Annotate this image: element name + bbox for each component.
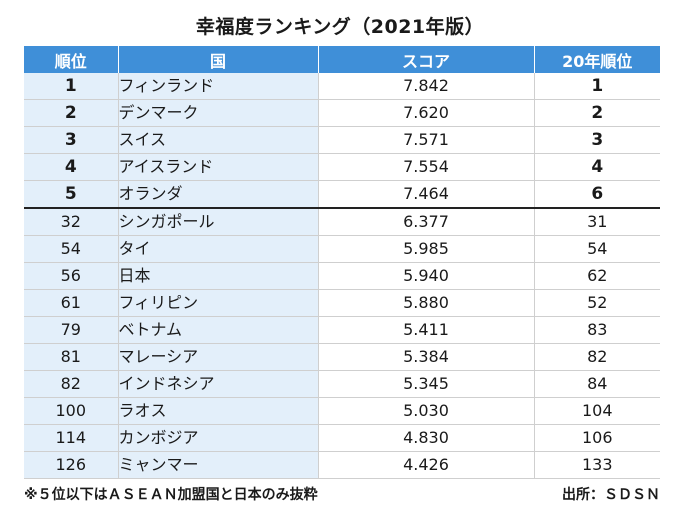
table-row: 81 マレーシア 5.384 82	[24, 343, 660, 371]
score-cell: 5.940	[317, 262, 534, 290]
table-row: 82 インドネシア 5.345 84	[24, 370, 660, 398]
header-score: スコア	[317, 46, 534, 73]
country-cell: カンボジア	[117, 424, 318, 452]
previous-rank-cell: 104	[533, 397, 660, 425]
table-row: 61 フィリピン 5.880 52	[24, 289, 660, 317]
score-cell: 5.345	[317, 370, 534, 398]
country-cell: スイス	[117, 126, 318, 154]
score-cell: 5.411	[317, 316, 534, 344]
country-cell: アイスランド	[117, 153, 318, 181]
rank-cell: 126	[24, 451, 118, 479]
score-cell: 7.842	[317, 73, 534, 100]
source-credit: 出所：ＳＤＳＮ	[562, 487, 660, 503]
table-row: 126 ミャンマー 4.426 133	[24, 451, 660, 479]
previous-rank-cell: 62	[533, 262, 660, 290]
table-title: 幸福度ランキング（2021年版）	[195, 16, 485, 38]
table-row: 114 カンボジア 4.830 106	[24, 424, 660, 452]
country-cell: デンマーク	[117, 99, 318, 127]
country-cell: ベトナム	[117, 316, 318, 344]
header-country: 国	[117, 46, 318, 73]
table-row: 100 ラオス 5.030 104	[24, 397, 660, 425]
country-cell: オランダ	[117, 180, 318, 209]
rank-cell: 114	[24, 424, 118, 452]
score-cell: 5.384	[317, 343, 534, 371]
table-row: 54 タイ 5.985 54	[24, 235, 660, 263]
country-cell: 日本	[117, 262, 318, 290]
country-cell: シンガポール	[117, 208, 318, 236]
rank-cell: 2	[24, 99, 118, 127]
table-row: 4 アイスランド 7.554 4	[24, 153, 660, 181]
country-cell: フィンランド	[117, 73, 318, 100]
country-cell: タイ	[117, 235, 318, 263]
score-cell: 5.880	[317, 289, 534, 317]
table-row: 1 フィンランド 7.842 1	[24, 73, 660, 100]
previous-rank-cell: 31	[533, 208, 660, 236]
rank-cell: 56	[24, 262, 118, 290]
rank-cell: 4	[24, 153, 118, 181]
header-rank: 順位	[24, 46, 118, 73]
table-row: 32 シンガポール 6.377 31	[24, 208, 660, 236]
country-cell: ラオス	[117, 397, 318, 425]
country-cell: ミャンマー	[117, 451, 318, 479]
rank-cell: 3	[24, 126, 118, 154]
previous-rank-cell: 106	[533, 424, 660, 452]
country-cell: マレーシア	[117, 343, 318, 371]
country-cell: インドネシア	[117, 370, 318, 398]
previous-rank-cell: 54	[533, 235, 660, 263]
previous-rank-cell: 84	[533, 370, 660, 398]
score-cell: 5.030	[317, 397, 534, 425]
previous-rank-cell: 4	[533, 153, 660, 181]
previous-rank-cell: 2	[533, 99, 660, 127]
score-cell: 6.377	[317, 208, 534, 236]
previous-rank-cell: 133	[533, 451, 660, 479]
score-cell: 7.554	[317, 153, 534, 181]
previous-rank-cell: 82	[533, 343, 660, 371]
table-row: 3 スイス 7.571 3	[24, 126, 660, 154]
rank-cell: 1	[24, 73, 118, 100]
score-cell: 4.830	[317, 424, 534, 452]
rank-cell: 81	[24, 343, 118, 371]
rank-cell: 54	[24, 235, 118, 263]
rank-cell: 82	[24, 370, 118, 398]
previous-rank-cell: 83	[533, 316, 660, 344]
score-cell: 4.426	[317, 451, 534, 479]
footnote: ※５位以下はＡＳＥＡＮ加盟国と日本のみ抜粋	[24, 487, 318, 503]
previous-rank-cell: 6	[533, 180, 660, 209]
table-header-row: 順位 国 スコア 20年順位	[24, 46, 660, 73]
previous-rank-cell: 1	[533, 73, 660, 100]
header-previous-rank: 20年順位	[533, 46, 660, 73]
previous-rank-cell: 52	[533, 289, 660, 317]
rank-cell: 5	[24, 180, 118, 209]
score-cell: 7.571	[317, 126, 534, 154]
score-cell: 7.464	[317, 180, 534, 209]
score-cell: 5.985	[317, 235, 534, 263]
rank-cell: 100	[24, 397, 118, 425]
rank-cell: 32	[24, 208, 118, 236]
score-cell: 7.620	[317, 99, 534, 127]
table-row: 2 デンマーク 7.620 2	[24, 99, 660, 127]
country-cell: フィリピン	[117, 289, 318, 317]
rank-cell: 79	[24, 316, 118, 344]
table-row: 5 オランダ 7.464 6	[24, 180, 660, 209]
table-footer: ※５位以下はＡＳＥＡＮ加盟国と日本のみ抜粋 出所：ＳＤＳＮ	[24, 484, 660, 506]
happiness-ranking-table: 順位 国 スコア 20年順位 1 フィンランド 7.842 1 2 デンマーク …	[24, 46, 660, 479]
rank-cell: 61	[24, 289, 118, 317]
table-row: 56 日本 5.940 62	[24, 262, 660, 290]
table-row: 79 ベトナム 5.411 83	[24, 316, 660, 344]
previous-rank-cell: 3	[533, 126, 660, 154]
